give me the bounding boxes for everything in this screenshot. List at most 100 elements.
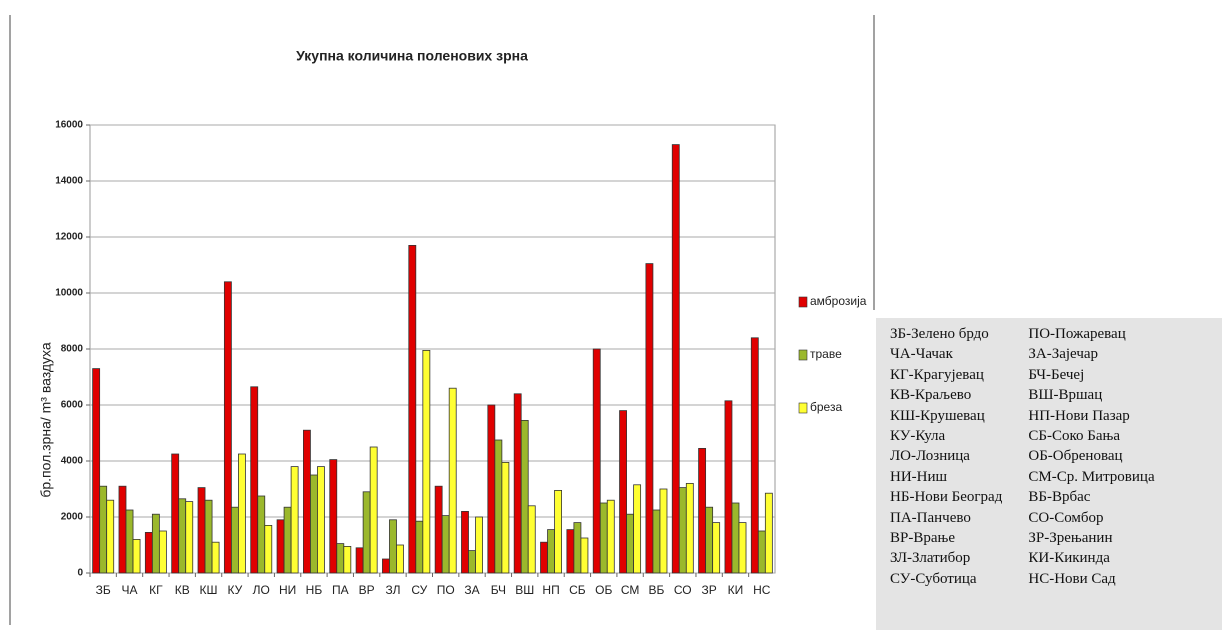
bar bbox=[257, 495, 266, 574]
abbreviation: КВ-Краљево bbox=[890, 387, 972, 404]
bar bbox=[764, 492, 773, 574]
bar bbox=[619, 410, 627, 574]
abbreviation: НС-Нови Сад bbox=[1028, 570, 1116, 587]
bar bbox=[238, 453, 246, 574]
bar bbox=[599, 502, 608, 574]
abbreviation-column: ПО-Пожаревац ЗА-Зајечар БЧ-Бечеј ВШ-Вршац НП… bbox=[1002, 318, 1154, 630]
bar bbox=[362, 491, 371, 574]
abbreviation: НП-Нови Пазар bbox=[1028, 407, 1130, 424]
abbreviation: НИ-Ниш bbox=[890, 468, 948, 485]
bar bbox=[671, 144, 680, 574]
bar bbox=[757, 530, 766, 574]
abbreviation: ПО-Пожаревац bbox=[1028, 326, 1126, 342]
x-tick-label: ЗА bbox=[464, 583, 479, 597]
abbreviation: ЗР-Зрењанин bbox=[1028, 530, 1113, 547]
bar bbox=[592, 348, 601, 574]
bar bbox=[547, 529, 555, 574]
bar bbox=[566, 529, 575, 574]
bar bbox=[250, 386, 259, 574]
x-tick-label: ЗР bbox=[702, 583, 717, 597]
abbreviation: ЧА-Чачак bbox=[890, 346, 953, 363]
abbreviation: ВШ-Вршац bbox=[1028, 387, 1103, 404]
bar bbox=[494, 439, 503, 574]
bar bbox=[92, 368, 101, 574]
bar bbox=[645, 263, 654, 574]
bar bbox=[132, 539, 141, 574]
y-tick-label: 8000 bbox=[61, 344, 84, 355]
bar bbox=[606, 499, 615, 574]
bar bbox=[211, 541, 220, 574]
bar bbox=[336, 543, 345, 574]
bar bbox=[513, 393, 522, 574]
legend-label: амброзија bbox=[810, 294, 867, 308]
bar bbox=[185, 501, 194, 574]
bar bbox=[106, 499, 115, 574]
bar bbox=[678, 487, 687, 574]
y-tick-label: 0 bbox=[77, 568, 83, 579]
abbreviation: КГ-Крагујевац bbox=[890, 366, 984, 383]
bar bbox=[171, 453, 180, 574]
abbreviation: КШ-Крушевац bbox=[890, 407, 985, 424]
bar bbox=[487, 404, 496, 574]
abbreviation: СБ-Соко Бања bbox=[1028, 428, 1121, 445]
bar bbox=[144, 532, 153, 574]
abbreviation-table: ЗБ-Зелено брдо ЧА-Чачак КГ-Крагујевац КВ-Кр… bbox=[876, 318, 1222, 630]
bar bbox=[573, 522, 582, 574]
abbreviation: ЗЛ-Златибор bbox=[890, 550, 971, 567]
bar bbox=[685, 482, 694, 574]
bar bbox=[520, 419, 529, 574]
abbreviation: ВР-Врање bbox=[890, 530, 956, 547]
abbreviation: ОБ-Обреновац bbox=[1028, 448, 1123, 465]
bar bbox=[343, 546, 352, 574]
bar bbox=[468, 550, 476, 574]
bar bbox=[99, 485, 108, 574]
bar bbox=[750, 337, 759, 574]
bar bbox=[230, 506, 239, 574]
abbreviation: ПА-Панчево bbox=[890, 509, 971, 526]
bar bbox=[724, 400, 733, 574]
bar bbox=[554, 489, 562, 574]
bar bbox=[501, 461, 510, 574]
bar bbox=[441, 515, 450, 574]
y-tick-label: 4000 bbox=[61, 456, 84, 467]
abbreviation: ЗБ-Зелено брдо bbox=[890, 326, 989, 342]
x-tick-label: ПО bbox=[437, 583, 455, 597]
bar bbox=[422, 349, 431, 574]
bar bbox=[158, 530, 167, 574]
bar bbox=[705, 506, 714, 574]
x-tick-label: НП bbox=[542, 583, 559, 597]
bar bbox=[197, 487, 206, 574]
bar bbox=[283, 506, 292, 574]
abbreviation: КИ-Кикинда bbox=[1028, 550, 1110, 567]
bar bbox=[448, 387, 457, 574]
abbreviation-column: ЗБ-Зелено брдо ЧА-Чачак КГ-Крагујевац КВ-Кр… bbox=[876, 318, 1002, 630]
abbreviation: ЗА-Зајечар bbox=[1028, 346, 1099, 363]
bar bbox=[290, 466, 299, 574]
x-tick-label: ЧА bbox=[122, 583, 138, 597]
bar bbox=[389, 519, 397, 574]
y-tick-label: 2000 bbox=[61, 512, 84, 523]
x-tick-label: КУ bbox=[228, 583, 243, 597]
bar bbox=[223, 281, 232, 574]
x-tick-label: ВШ bbox=[515, 583, 534, 597]
y-tick-label: 6000 bbox=[61, 400, 84, 411]
x-tick-label: КИ bbox=[728, 583, 744, 597]
abbreviation: ВБ-Врбас bbox=[1028, 489, 1091, 506]
abbreviation: СО-Сомбор bbox=[1028, 509, 1104, 526]
x-tick-label: ОБ bbox=[595, 583, 612, 597]
bar bbox=[415, 520, 424, 574]
bar bbox=[151, 513, 160, 574]
x-tick-label: КВ bbox=[175, 583, 190, 597]
bar bbox=[276, 519, 285, 574]
x-tick-label: ПА bbox=[332, 583, 349, 597]
bar bbox=[738, 522, 747, 574]
bar bbox=[434, 485, 443, 574]
bar bbox=[317, 466, 325, 574]
y-tick-label: 14000 bbox=[55, 176, 83, 187]
abbreviation: КУ-Кула bbox=[890, 428, 946, 445]
bar bbox=[698, 447, 707, 574]
bar bbox=[310, 474, 318, 574]
x-tick-label: КГ bbox=[149, 583, 163, 597]
bar bbox=[475, 516, 483, 574]
